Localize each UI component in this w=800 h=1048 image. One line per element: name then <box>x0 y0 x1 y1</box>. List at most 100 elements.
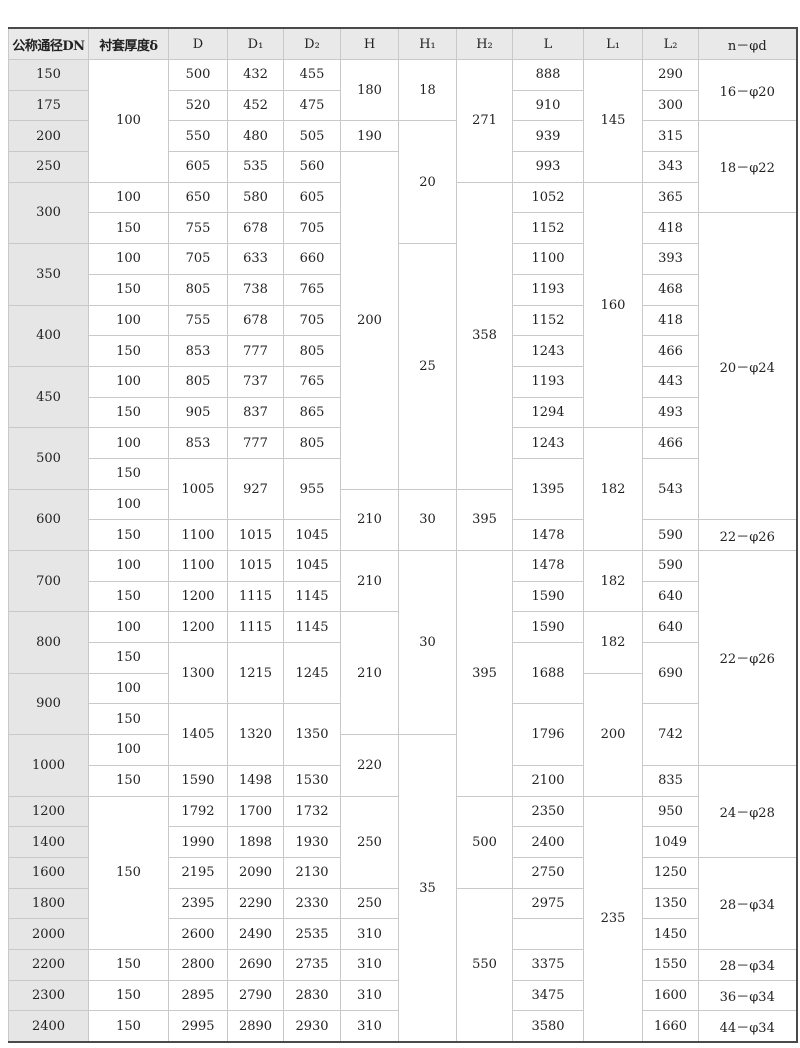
cell-d1: 580 <box>227 181 284 214</box>
table-row: 300 100 650 580 605 358 1052 160 365 <box>8 181 797 490</box>
table-row: 700 100 1100 1015 1045 210 30 395 1478 182 590 22－φ… <box>8 549 797 797</box>
cell-l: 1590 <box>512 580 584 613</box>
header-h1: H₁ <box>398 27 457 60</box>
table-row: 800 100 1200 1115 1145 210 1590 182 640 <box>8 611 797 736</box>
cell-d: 1100 <box>168 519 228 551</box>
cell-l1: 160 <box>583 181 643 429</box>
cell-d1: 2890 <box>227 1010 284 1043</box>
table-row: 1800 2395 2290 2330 250 550 2975 1350 <box>8 887 797 1043</box>
cell-d1: 777 <box>227 335 284 367</box>
cell-d: 805 <box>168 365 228 398</box>
table-row: 1200 150 1792 1700 1732 250 500 2350 235 950 <box>8 795 797 1043</box>
cell-d2: 955 <box>283 457 341 521</box>
cell-d: 520 <box>168 89 228 122</box>
cell-bolt-holes: 28－φ34 <box>698 948 797 981</box>
cell-h: 250 <box>340 887 399 920</box>
cell-l2: 1049 <box>642 826 699 858</box>
cell-l: 939 <box>512 120 584 153</box>
cell-bolt-holes: 28－φ34 <box>698 856 797 950</box>
cell-l2: 1350 <box>642 887 699 920</box>
cell-d1: 837 <box>227 396 284 429</box>
table-row: 150 853 777 805 1243 466 <box>9 335 797 367</box>
cell-l: 1152 <box>512 212 584 245</box>
cell-d: 1590 <box>168 764 228 797</box>
dimension-table: 公称通径DN 衬套厚度δ D D₁ D₂ H H₁ H₂ L L₁ L₂ n－φd 150 100 500… <box>8 27 798 1043</box>
cell-dn: 2300 <box>8 979 89 1012</box>
cell-d2: 1145 <box>283 611 341 644</box>
cell-h: 210 <box>340 611 399 736</box>
cell-d2: 1350 <box>283 703 341 766</box>
cell-d: 1990 <box>168 826 228 858</box>
cell-l2: 290 <box>642 59 699 91</box>
cell-d2: 2830 <box>283 979 341 1012</box>
cell-lining-thickness: 100 <box>88 488 169 521</box>
cell-l2: 640 <box>642 611 699 644</box>
cell-dn: 200 <box>8 120 89 153</box>
cell-l: 2975 <box>512 887 584 920</box>
cell-d2: 475 <box>283 89 341 122</box>
table-row: 1600 2195 2090 2130 2750 1250 28－φ34 <box>8 856 797 950</box>
table-row: 200 550 480 505 190 20 939 315 18－φ22 <box>8 120 797 245</box>
header-h2: H₂ <box>456 27 513 60</box>
cell-h1: 20 <box>398 120 457 245</box>
table-row: 900 100 200 <box>8 672 797 797</box>
cell-l2: 466 <box>642 427 699 459</box>
cell-l: 1590 <box>512 611 584 644</box>
cell-h: 310 <box>340 918 399 950</box>
cell-dn: 2200 <box>8 948 89 981</box>
header-lining-thickness: 衬套厚度δ <box>88 27 169 60</box>
cell-lining-thickness: 100 <box>88 181 169 214</box>
cell-lining-thickness: 150 <box>88 642 169 674</box>
cell-l2: 590 <box>642 519 699 551</box>
cell-h1: 25 <box>398 243 457 490</box>
cell-d1: 535 <box>227 151 284 183</box>
cell-l1: 182 <box>583 427 643 551</box>
cell-l: 2750 <box>512 856 584 889</box>
cell-lining-thickness: 150 <box>88 273 169 306</box>
cell-l: 2100 <box>512 764 584 797</box>
cell-h2: 358 <box>456 181 513 490</box>
cell-d2: 1930 <box>283 826 341 858</box>
cell-d1: 633 <box>227 243 284 275</box>
cell-d1: 678 <box>227 304 284 337</box>
cell-dn: 400 <box>8 304 89 367</box>
cell-l: 1243 <box>512 335 584 367</box>
cell-lining-thickness: 150 <box>88 764 169 797</box>
header-bolt-holes: n－φd <box>698 27 797 60</box>
table-row: 2200 150 2800 2690 2735 310 3375 1550 28－φ34 <box>8 948 797 981</box>
cell-h2: 395 <box>456 488 513 552</box>
header-l: L <box>512 27 584 60</box>
cell-d: 1300 <box>168 642 228 705</box>
table-row: 150 1005 927 955 1395 543 <box>9 457 797 521</box>
cell-lining-thickness: 100 <box>88 304 169 337</box>
table-row: 150 1590 1498 1530 2100 835 24－φ28 <box>9 764 797 858</box>
cell-bolt-holes: 18－φ22 <box>698 120 797 214</box>
cell-lining-thickness: 150 <box>88 335 169 367</box>
cell-dn: 300 <box>8 181 89 245</box>
table-row: 350 100 705 633 660 25 1100 393 <box>8 243 797 490</box>
cell-d: 1405 <box>168 703 228 766</box>
cell-h: 310 <box>340 979 399 1012</box>
cell-l: 3580 <box>512 1010 584 1043</box>
cell-dn: 800 <box>8 611 89 674</box>
cell-h: 310 <box>340 1010 399 1043</box>
cell-d1: 2090 <box>227 856 284 889</box>
cell-d1: 2690 <box>227 948 284 981</box>
table-row: 500 100 853 777 805 1243 182 466 <box>8 427 797 551</box>
cell-d2: 765 <box>283 365 341 398</box>
cell-l: 2400 <box>512 826 584 858</box>
cell-lining-thickness: 100 <box>88 734 169 766</box>
header-d: D <box>168 27 228 60</box>
cell-l2: 640 <box>642 580 699 613</box>
cell-l2: 343 <box>642 151 699 183</box>
cell-lining-thickness: 150 <box>88 519 169 551</box>
cell-l: 2350 <box>512 795 584 828</box>
cell-d: 1200 <box>168 611 228 644</box>
cell-h: 250 <box>340 795 399 889</box>
table-row: 150 1300 1215 1245 1688 690 <box>9 642 797 705</box>
cell-l: 1688 <box>512 642 584 705</box>
cell-l: 1796 <box>512 703 584 766</box>
cell-l: 1395 <box>512 457 584 521</box>
cell-l1: 182 <box>583 611 643 674</box>
cell-dn: 250 <box>8 151 89 183</box>
